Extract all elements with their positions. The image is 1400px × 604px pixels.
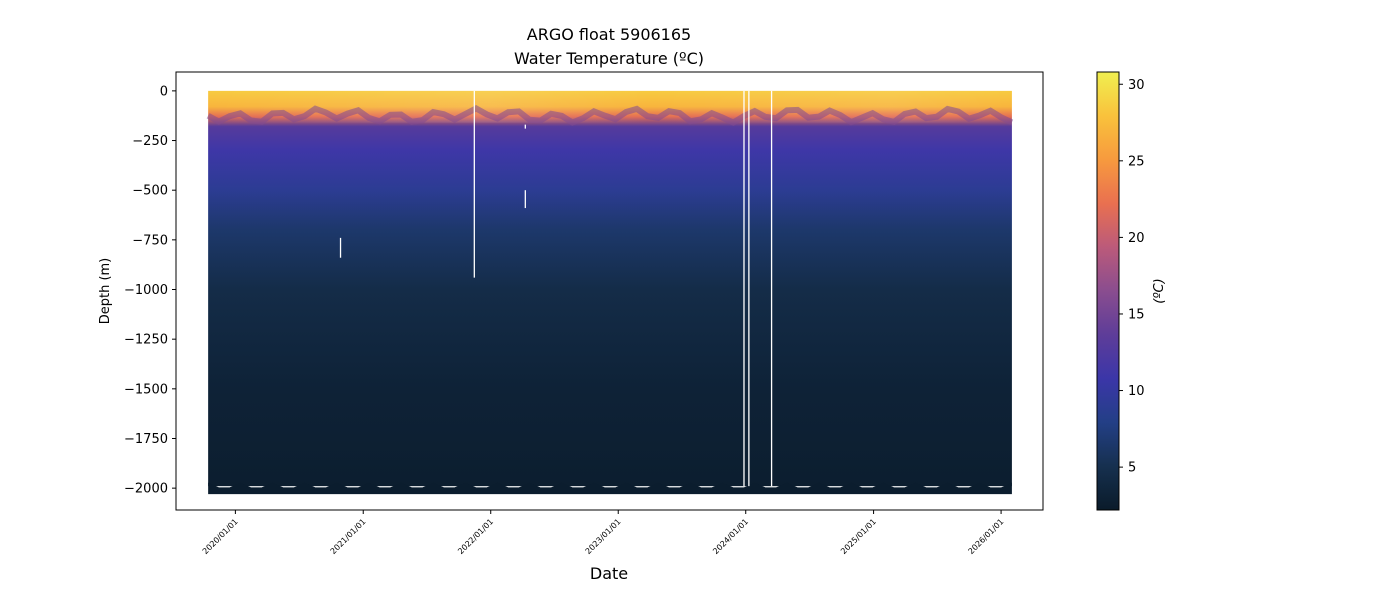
- colorbar-tick-label: 20: [1128, 231, 1145, 246]
- x-tick-label: 2026/01/01: [967, 517, 1006, 556]
- y-tick-label: −750: [132, 233, 168, 248]
- x-tick-label: 2025/01/01: [839, 517, 878, 556]
- profile-bottom-edge: [208, 482, 1012, 495]
- colorbar-tick-label: 25: [1128, 154, 1145, 169]
- x-tick-label: 2023/01/01: [584, 517, 623, 556]
- colorbar-tick-label: 15: [1128, 307, 1145, 322]
- temperature-field: [208, 90, 1012, 487]
- x-axis: 2020/01/01 2021/01/01 2022/01/01 2023/01/01…: [201, 510, 1006, 556]
- y-axis: 0 −250 −500 −750 −1000 −1250 −1500 −1750 −2000: [124, 84, 176, 497]
- thermocline-edge: [206, 104, 1014, 127]
- x-tick-label: 2024/01/01: [711, 517, 750, 556]
- chart-title: ARGO float 5906165: [527, 25, 691, 44]
- x-tick-label: 2020/01/01: [201, 517, 240, 556]
- y-tick-label: −250: [132, 134, 168, 149]
- x-axis-label: Date: [590, 564, 628, 583]
- colorbar-tick-label: 30: [1128, 78, 1145, 93]
- y-tick-label: −1500: [124, 382, 168, 397]
- colorbar-tick-label: 10: [1128, 384, 1145, 399]
- chart-subtitle: Water Temperature (ºC): [514, 49, 704, 68]
- x-tick-label: 2021/01/01: [329, 517, 368, 556]
- x-tick-label: 2022/01/01: [456, 517, 495, 556]
- y-tick-label: −1750: [124, 432, 168, 447]
- colorbar-tick-label: 5: [1128, 461, 1136, 476]
- y-tick-label: −2000: [124, 482, 168, 497]
- y-tick-label: 0: [160, 84, 168, 99]
- y-tick-label: −1000: [124, 283, 168, 298]
- colorbar-label: (ºC): [1152, 278, 1167, 303]
- plot-frame: [175, 71, 1044, 511]
- colorbar: [1096, 71, 1120, 511]
- y-tick-label: −1250: [124, 333, 168, 348]
- y-axis-label: Depth (m): [98, 258, 113, 325]
- y-tick-label: −500: [132, 184, 168, 199]
- temperature-heatmap: [206, 90, 1014, 495]
- colorbar-axis: 5 10 15 20 25 30: [1119, 78, 1145, 476]
